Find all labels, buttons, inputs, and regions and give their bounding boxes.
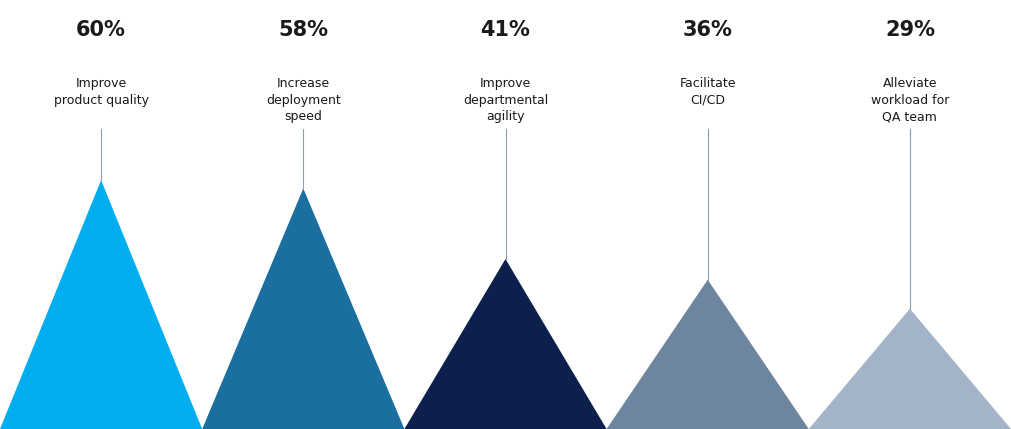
Polygon shape	[809, 309, 1011, 429]
Text: 29%: 29%	[885, 20, 935, 40]
Polygon shape	[202, 188, 404, 429]
Polygon shape	[404, 259, 607, 429]
Text: 41%: 41%	[480, 20, 531, 40]
Text: Improve
departmental
agility: Improve departmental agility	[463, 77, 548, 123]
Polygon shape	[607, 280, 809, 429]
Text: 58%: 58%	[278, 20, 329, 40]
Text: Facilitate
CI/CD: Facilitate CI/CD	[679, 77, 736, 107]
Polygon shape	[0, 180, 202, 429]
Text: 36%: 36%	[682, 20, 733, 40]
Text: Improve
product quality: Improve product quality	[54, 77, 149, 107]
Text: Increase
deployment
speed: Increase deployment speed	[266, 77, 341, 123]
Text: 60%: 60%	[76, 20, 126, 40]
Text: Alleviate
workload for
QA team: Alleviate workload for QA team	[870, 77, 949, 123]
